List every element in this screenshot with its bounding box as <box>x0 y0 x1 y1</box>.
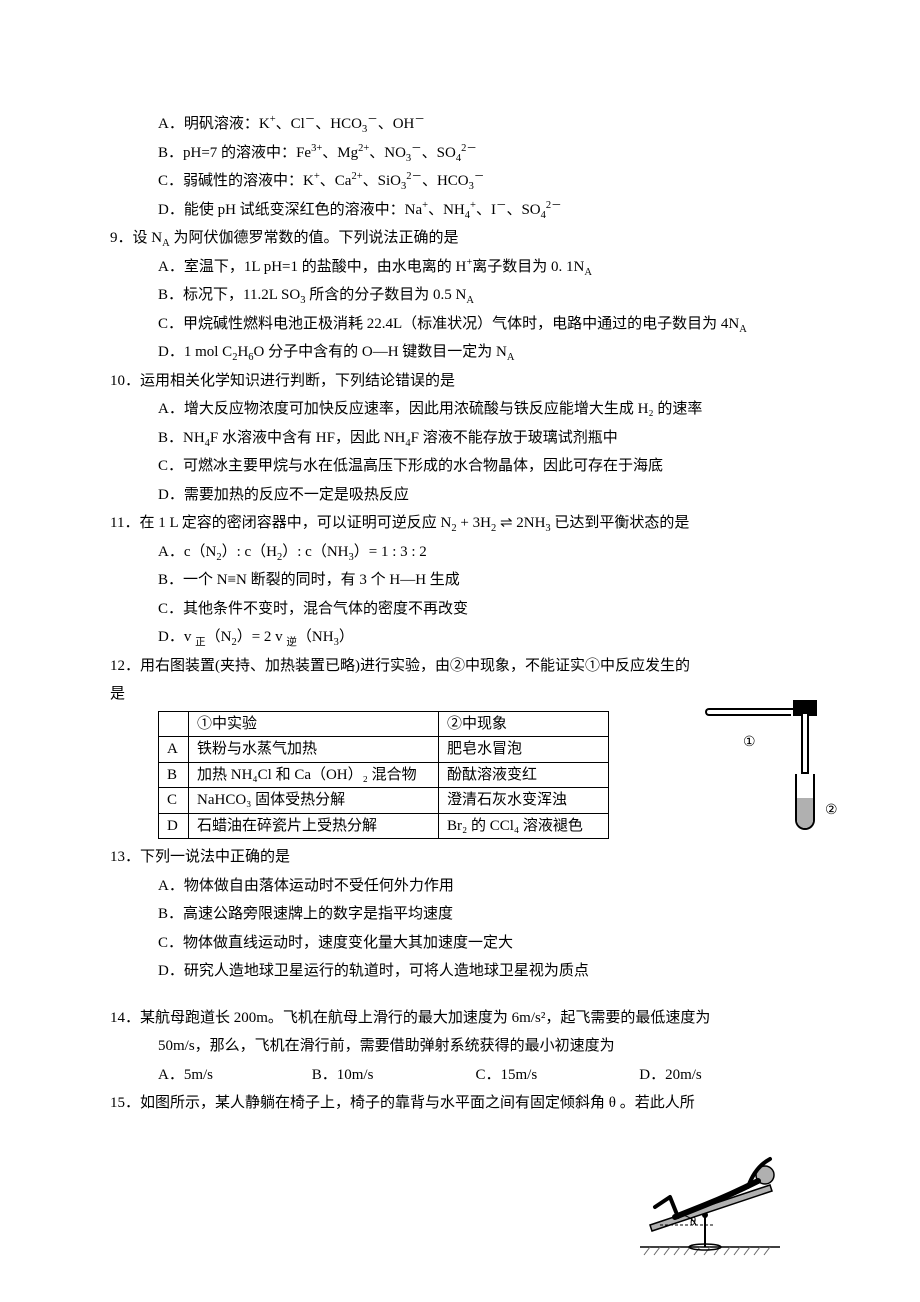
table-row: C NaHCO₃ 固体受热分解 澄清石灰水变浑浊 <box>159 788 609 814</box>
q11-dm: （N <box>206 629 232 645</box>
q12-r2c0: C <box>159 788 189 814</box>
q12-h0 <box>159 711 189 737</box>
q11-a3: ）: c（NH <box>282 544 348 560</box>
table-row: A 铁粉与水蒸气加热 肥皂水冒泡 <box>159 737 609 763</box>
pre-option-d: D．能使 pH 试纸变深红色的溶液中：Na+、NH4+、I－、SO42－ <box>110 196 830 225</box>
q11-d4: ） <box>339 629 354 645</box>
q12-h1: ①中实验 <box>189 711 439 737</box>
label-1: ① <box>743 730 756 757</box>
q12-r3c2: Br₂ 的 CCl₄ 溶液褪色 <box>439 813 609 839</box>
q12-r3c0: D <box>159 813 189 839</box>
horizontal-tube-icon <box>705 708 795 716</box>
q10-stem: 10．运用相关化学知识进行判断，下列结论错误的是 <box>110 367 830 396</box>
q14-opt-c: C．15m/s <box>476 1061 636 1090</box>
pre-option-a: A．明矾溶液：K+、Cl－、HCO3－、OH－ <box>110 110 830 139</box>
q12-r1c2: 酚酞溶液变红 <box>439 762 609 788</box>
theta-label: θ <box>690 1214 696 1228</box>
q11-a2: ）: c（H <box>222 544 277 560</box>
q12-r1c1: 加热 NH₄Cl 和 Ca（OH）₂ 混合物 <box>189 762 439 788</box>
q12-r1c0: B <box>159 762 189 788</box>
q15-stem: 15．如图所示，某人静躺在椅子上，椅子的靠背与水平面之间有固定倾斜角 θ 。若此… <box>110 1089 830 1118</box>
q11-d3: （NH <box>297 629 334 645</box>
q15-chair-diagram: θ <box>620 1147 790 1257</box>
q11-opt-c: C．其他条件不变时，混合气体的密度不再改变 <box>110 595 830 624</box>
label-2: ② <box>825 798 838 825</box>
pre-option-c: C．弱碱性的溶液中：K+、Ca2+、SiO32－、HCO3－ <box>110 167 830 196</box>
q9-stem: 9．设 NA 为阿伏伽德罗常数的值。下列说法正确的是 <box>110 224 830 253</box>
q12-table: ①中实验 ②中现象 A 铁粉与水蒸气加热 肥皂水冒泡 B 加热 NH₄Cl 和 … <box>158 711 609 840</box>
q14-options: A．5m/s B．10m/s C．15m/s D．20m/s <box>110 1061 830 1090</box>
q12-r3c1: 石蜡油在碎瓷片上受热分解 <box>189 813 439 839</box>
q13-opt-a: A．物体做自由落体运动时不受任何外力作用 <box>110 872 830 901</box>
q12-h2: ②中现象 <box>439 711 609 737</box>
q13-opt-d: D．研究人造地球卫星运行的轨道时，可将人造地球卫星视为质点 <box>110 957 830 986</box>
pre-c-prefix: C．弱碱性的溶液中： <box>158 173 303 189</box>
q14-stem1: 14．某航母跑道长 200m。飞机在航母上滑行的最大加速度为 6m/s²，起飞需… <box>110 1004 830 1033</box>
q9-opt-b: B．标况下，11.2L SO3 所含的分子数目为 0.5 NA <box>110 281 830 310</box>
q14-stem2: 50m/s，那么，飞机在滑行前，需要借助弹射系统获得的最小初速度为 <box>110 1032 830 1061</box>
q11-a4: ）= 1 : 3 : 2 <box>354 544 427 560</box>
q14-opt-d: D．20m/s <box>639 1061 759 1090</box>
q13-stem: 13．下列一说法中正确的是 <box>110 843 830 872</box>
q12-apparatus-diagram: ① ② <box>695 698 835 838</box>
q11-stem: 11．在 1 L 定容的密闭容器中，可以证明可逆反应 N2 + 3H2 ⇌ 2N… <box>110 509 830 538</box>
q13-opt-c: C．物体做直线运动时，速度变化量大其加速度一定大 <box>110 929 830 958</box>
q9-a2: 离子数目为 0. 1N <box>472 259 584 275</box>
table-row: D 石蜡油在碎瓷片上受热分解 Br₂ 的 CCl₄ 溶液褪色 <box>159 813 609 839</box>
q9-stem-b: 为阿伏伽德罗常数的值。下列说法正确的是 <box>170 230 459 246</box>
pre-option-b: B．pH=7 的溶液中：Fe3+、Mg2+、NO3－、SO42－ <box>110 139 830 168</box>
q10-opt-b: B．NH4F 水溶液中含有 HF，因此 NH4F 溶液不能存放于玻璃试剂瓶中 <box>110 424 830 453</box>
q10-b1: B．NH <box>158 430 205 446</box>
q11-s2: + 3H <box>457 515 491 531</box>
q11-s4: 已达到平衡状态的是 <box>551 515 690 531</box>
q10-b3: F 溶液不能存放于玻璃试剂瓶中 <box>411 430 618 446</box>
q11-a1: A．c（N <box>158 544 216 560</box>
q9-d1: D．1 mol C <box>158 344 232 360</box>
q9-a1: A．室温下，1L pH=1 的盐酸中，由水电离的 H <box>158 259 466 275</box>
q10-opt-c: C．可燃冰主要甲烷与水在低温高压下形成的水合物晶体，因此可存在于海底 <box>110 452 830 481</box>
q12-header-row: ①中实验 ②中现象 <box>159 711 609 737</box>
q12-r2c1: NaHCO₃ 固体受热分解 <box>189 788 439 814</box>
q10-opt-a: A．增大反应物浓度可加快反应速率，因此用浓硫酸与铁反应能增大生成 H₂ 的速率 <box>110 395 830 424</box>
q11-d1: D．v <box>158 629 195 645</box>
q9-d2: O 分子中含有的 O—H 键数目一定为 N <box>254 344 507 360</box>
pre-d-prefix: D．能使 pH 试纸变深红色的溶液中： <box>158 202 405 218</box>
q11-s3: ⇌ 2NH <box>496 515 545 531</box>
liquid-icon <box>797 798 813 828</box>
q13-opt-b: B．高速公路旁限速牌上的数字是指平均速度 <box>110 900 830 929</box>
q12-r0c1: 铁粉与水蒸气加热 <box>189 737 439 763</box>
q9-opt-a: A．室温下，1L pH=1 的盐酸中，由水电离的 H+离子数目为 0. 1NA <box>110 253 830 282</box>
q11-opt-a: A．c（N2）: c（H2）: c（NH3）= 1 : 3 : 2 <box>110 538 830 567</box>
pre-a-prefix: A．明矾溶液： <box>158 116 259 132</box>
q9-c1: C．甲烷碱性燃料电池正极消耗 22.4L（标准状况）气体时，电路中通过的电子数目… <box>158 316 739 332</box>
q12-r2c2: 澄清石灰水变浑浊 <box>439 788 609 814</box>
chair-person-icon: θ <box>620 1147 790 1257</box>
q12-r0c0: A <box>159 737 189 763</box>
table-row: B 加热 NH₄Cl 和 Ca（OH）₂ 混合物 酚酞溶液变红 <box>159 762 609 788</box>
q14-opt-b: B．10m/s <box>312 1061 472 1090</box>
q11-opt-b: B．一个 N≡N 断裂的同时，有 3 个 H—H 生成 <box>110 566 830 595</box>
q10-opt-d: D．需要加热的反应不一定是吸热反应 <box>110 481 830 510</box>
q11-s1: 11．在 1 L 定容的密闭容器中，可以证明可逆反应 N <box>110 515 451 531</box>
q11-opt-d: D．v 正（N2）= 2 v 逆（NH3） <box>110 623 830 652</box>
q11-d2: ）= 2 v <box>237 629 287 645</box>
q9-stem-a: 9．设 N <box>110 230 162 246</box>
q12-r0c2: 肥皂水冒泡 <box>439 737 609 763</box>
pre-b-prefix: B．pH=7 的溶液中： <box>158 145 296 161</box>
q10-b2: F 水溶液中含有 HF，因此 NH <box>210 430 405 446</box>
q9-b1: B．标况下，11.2L SO <box>158 287 300 303</box>
spacer <box>110 986 830 1004</box>
q14-opt-a: A．5m/s <box>158 1061 308 1090</box>
q9-opt-d: D．1 mol C2H6O 分子中含有的 O—H 键数目一定为 NA <box>110 338 830 367</box>
vertical-tube-icon <box>801 714 809 774</box>
q9-b2: 所含的分子数目为 0.5 N <box>305 287 466 303</box>
q9-opt-c: C．甲烷碱性燃料电池正极消耗 22.4L（标准状况）气体时，电路中通过的电子数目… <box>110 310 830 339</box>
q12-stem: 12．用右图装置(夹持、加热装置已略)进行实验，由②中现象，不能证实①中反应发生… <box>110 652 830 681</box>
